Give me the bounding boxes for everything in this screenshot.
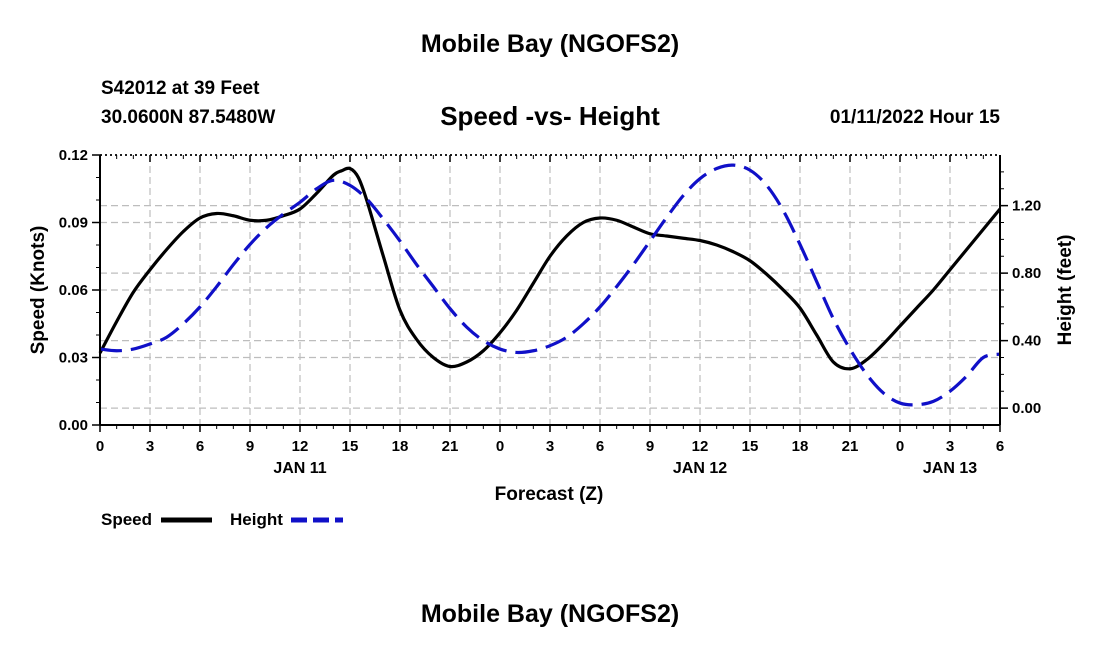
x-tick-label: 0 [896,438,904,455]
legend: Speed Height [101,510,343,529]
x-tick-label: 0 [96,438,104,455]
x-tick-label: 12 [292,438,309,455]
legend-speed-label: Speed [101,510,152,529]
y-tick-label: 0.06 [59,282,88,299]
axes: 0 3 6 9 12 15 18 21 0 3 6 9 12 15 18 21 0 3 6 JAN 11 JAN 12 J… [59,147,1041,477]
station-label: S42012 at 39 Feet [101,78,260,99]
series-line-speed [98,166,1002,371]
series-line-height [99,163,1001,407]
y-tick-label: 0.03 [59,350,88,367]
x-tick-label: 12 [692,438,709,455]
x-tick-label: 18 [392,438,409,455]
x-tick-label: 9 [246,438,254,455]
y-tick-label: 0.12 [59,147,88,164]
y-axis-title: Speed (Knots) [28,226,49,355]
y-tick-label: 0.00 [59,417,88,434]
y2-axis-title: Height (feet) [1055,235,1076,346]
plot-title: Speed -vs- Height [440,101,660,131]
y2-tick-label: 0.00 [1012,400,1041,417]
x-tick-label: 3 [546,438,554,455]
y-tick-label: 0.09 [59,215,88,232]
x-axis-title: Forecast (Z) [495,484,604,505]
x-tick-label: 18 [792,438,809,455]
x-tick-label: 9 [646,438,654,455]
x-tick-label: 15 [342,438,359,455]
page-title: Mobile Bay (NGOFS2) [420,30,680,58]
x-tick-label: 3 [146,438,154,455]
series-layer [98,163,1002,407]
y2-tick-label: 0.80 [1012,265,1041,282]
date-label: JAN 12 [673,460,727,477]
forecast-time-label: 01/11/2022 Hour 15 [829,107,1000,128]
y2-tick-label: 0.40 [1012,333,1041,350]
x-tick-label: 3 [946,438,954,455]
grid [100,155,1000,425]
x-tick-label: 0 [496,438,504,455]
x-tick-label: 6 [196,438,204,455]
x-tick-label: 21 [842,438,859,455]
x-tick-label: 6 [596,438,604,455]
date-label: JAN 13 [923,460,977,477]
x-tick-label: 21 [442,438,459,455]
coordinates-label: 30.0600N 87.5480W [101,107,276,128]
x-tick-label: 15 [742,438,759,455]
y2-tick-label: 1.20 [1012,198,1041,215]
x-tick-label: 6 [996,438,1004,455]
axis-labels: Forecast (Z) Speed (Knots) Height (feet) [28,226,1076,505]
date-label: JAN 11 [273,460,326,477]
footer-title: Mobile Bay (NGOFS2) [420,600,680,628]
legend-height-label: Height [230,510,283,529]
